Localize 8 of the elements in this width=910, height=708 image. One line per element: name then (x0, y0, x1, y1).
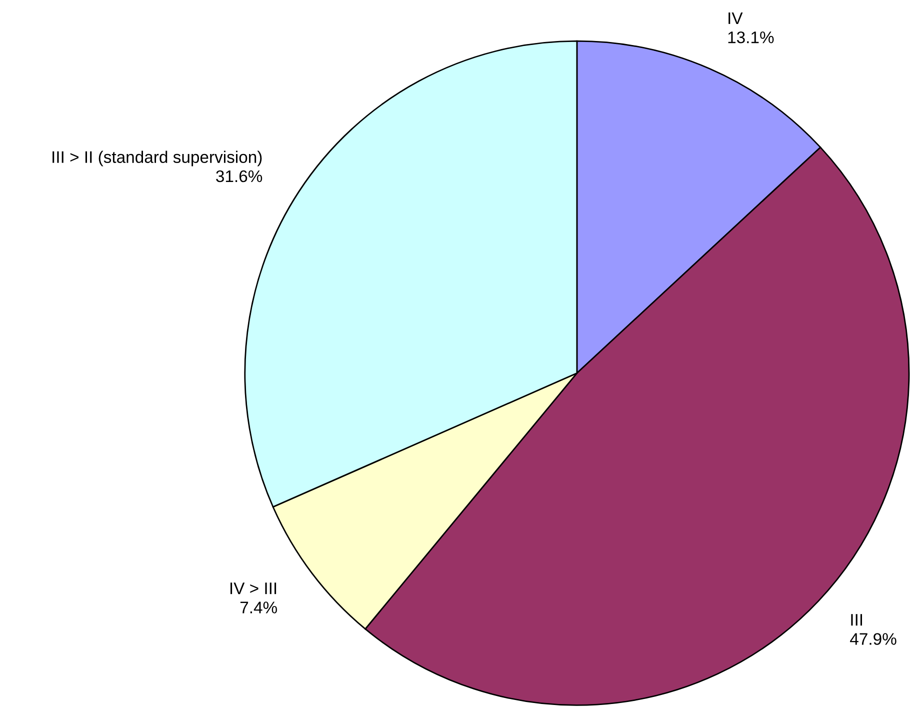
slice-label: III (851, 614, 862, 626)
slice-label: IV (728, 12, 743, 24)
slice-label: IV > III (230, 582, 276, 594)
data-label: 47.9% (850, 633, 896, 645)
data-label: 7.4% (240, 602, 277, 614)
slice-label: III > II (standard supervision) (52, 150, 262, 166)
data-label: 13.1% (728, 31, 774, 44)
data-label: 31.6% (216, 170, 262, 182)
